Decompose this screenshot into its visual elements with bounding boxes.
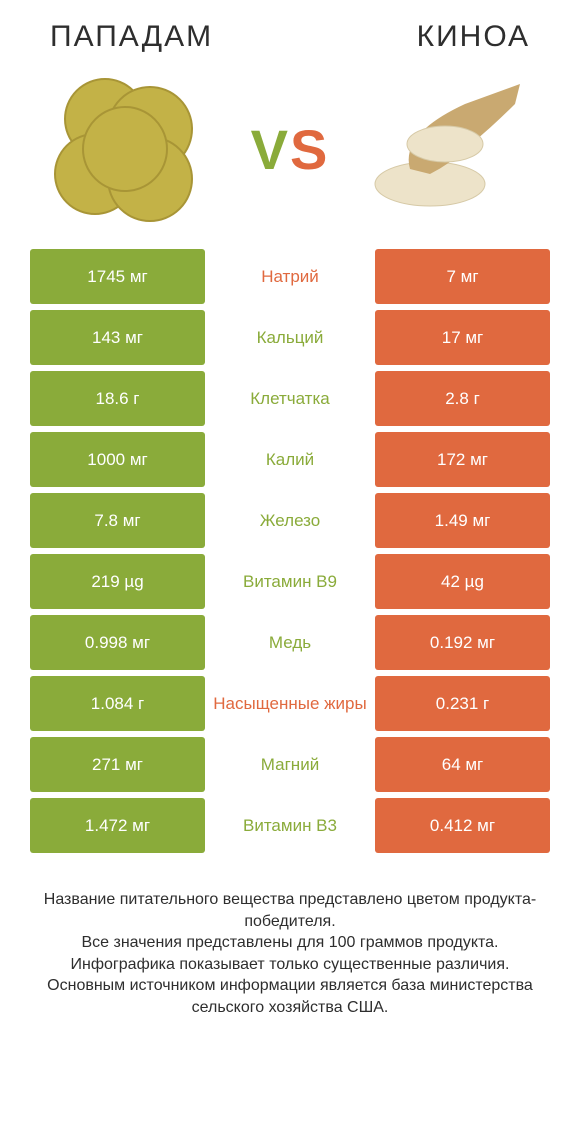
footer-line: Все значения представлены для 100 граммо… (40, 932, 540, 954)
left-value-cell: 0.998 мг (30, 615, 205, 670)
right-value-cell: 17 мг (375, 310, 550, 365)
nutrient-label: Железо (205, 493, 375, 548)
nutrient-label: Кальций (205, 310, 375, 365)
nutrient-label: Магний (205, 737, 375, 792)
nutrient-label: Калий (205, 432, 375, 487)
right-value-cell: 1.49 мг (375, 493, 550, 548)
nutrient-label: Насыщенные жиры (205, 676, 375, 731)
vs-s: S (290, 118, 329, 181)
nutrition-row: 1.472 мгВитамин B30.412 мг (30, 798, 550, 853)
left-value-cell: 1.084 г (30, 676, 205, 731)
left-food-title: ПАПАДАМ (50, 20, 213, 54)
left-value-cell: 219 µg (30, 554, 205, 609)
nutrition-row: 0.998 мгМедь0.192 мг (30, 615, 550, 670)
right-value-cell: 42 µg (375, 554, 550, 609)
left-value-cell: 1745 мг (30, 249, 205, 304)
vs-v: V (251, 118, 290, 181)
quinoa-icon (370, 74, 530, 224)
nutrition-row: 143 мгКальций17 мг (30, 310, 550, 365)
papadam-icon (50, 74, 210, 224)
footer-line: Название питательного вещества представл… (40, 889, 540, 932)
nutrition-row: 219 µgВитамин B942 µg (30, 554, 550, 609)
nutrition-row: 1745 мгНатрий7 мг (30, 249, 550, 304)
right-food-title: КИНОА (417, 20, 530, 54)
nutrition-row: 7.8 мгЖелезо1.49 мг (30, 493, 550, 548)
nutrient-label: Клетчатка (205, 371, 375, 426)
vs-label: VS (251, 117, 330, 182)
images-row: VS (30, 64, 550, 249)
nutrient-label: Витамин B9 (205, 554, 375, 609)
left-value-cell: 7.8 мг (30, 493, 205, 548)
footer-line: Инфографика показывает только существенн… (40, 954, 540, 976)
nutrient-label: Натрий (205, 249, 375, 304)
left-value-cell: 1000 мг (30, 432, 205, 487)
nutrition-table: 1745 мгНатрий7 мг 143 мгКальций17 мг 18.6 … (30, 249, 550, 859)
papadam-image (50, 74, 210, 224)
nutrition-row: 271 мгМагний64 мг (30, 737, 550, 792)
infographic-container: ПАПАДАМ КИНОА VS 1745 мгНатрий7 мг 143 мг… (0, 0, 580, 1144)
nutrient-label: Медь (205, 615, 375, 670)
right-value-cell: 172 мг (375, 432, 550, 487)
left-value-cell: 143 мг (30, 310, 205, 365)
right-value-cell: 0.192 мг (375, 615, 550, 670)
left-value-cell: 18.6 г (30, 371, 205, 426)
quinoa-image (370, 74, 530, 224)
nutrition-row: 1.084 гНасыщенные жиры0.231 г (30, 676, 550, 731)
nutrition-row: 18.6 гКлетчатка2.8 г (30, 371, 550, 426)
header-row: ПАПАДАМ КИНОА (30, 20, 550, 54)
footer-note: Название питательного вещества представл… (30, 889, 550, 1019)
right-value-cell: 0.412 мг (375, 798, 550, 853)
nutrition-row: 1000 мгКалий172 мг (30, 432, 550, 487)
right-value-cell: 0.231 г (375, 676, 550, 731)
nutrient-label: Витамин B3 (205, 798, 375, 853)
right-value-cell: 64 мг (375, 737, 550, 792)
left-value-cell: 271 мг (30, 737, 205, 792)
left-value-cell: 1.472 мг (30, 798, 205, 853)
right-value-cell: 7 мг (375, 249, 550, 304)
right-value-cell: 2.8 г (375, 371, 550, 426)
footer-line: Основным источником информации является … (40, 975, 540, 1018)
